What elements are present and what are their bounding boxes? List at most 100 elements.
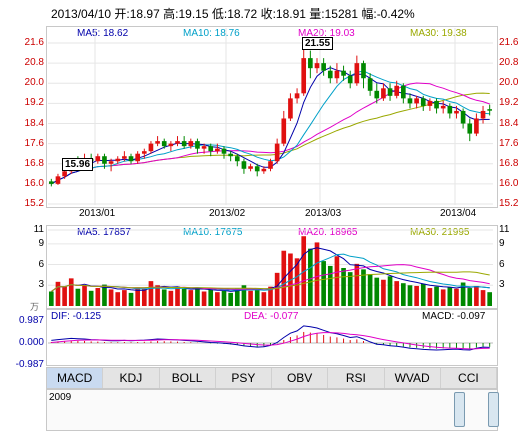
candle-body (135, 153, 140, 162)
candle-body (201, 146, 207, 149)
volume-bar (440, 289, 446, 306)
candle-body (261, 168, 267, 172)
macd-dif-legend: DIF: -0.125 (51, 311, 102, 322)
kline-right-tick: 16.0 (499, 177, 519, 189)
volume-bar (195, 288, 200, 306)
volume-bar (95, 288, 101, 306)
volume-bar (155, 285, 160, 306)
volume-bar (102, 284, 107, 306)
volume-bar (367, 274, 373, 306)
candle-body (48, 181, 54, 184)
kline-panel[interactable]: MA5: 18.62 MA10: 18.76 MA20: 19.03 MA30:… (46, 26, 498, 208)
candle-body (314, 63, 320, 69)
volume-bar (181, 288, 187, 306)
volume-bar (294, 258, 300, 306)
candle-body (188, 141, 194, 147)
tab-rsi[interactable]: RSI (328, 368, 385, 388)
tab-kdj[interactable]: KDJ (103, 368, 160, 388)
volume-ma20-legend: MA20: 18965 (298, 227, 358, 238)
low-value: 18.72 (227, 7, 258, 21)
volume-label: 量: (309, 7, 325, 21)
kline-ma20-legend: MA20: 19.03 (298, 28, 355, 39)
volume-bar (201, 291, 207, 306)
volume-bar (341, 268, 346, 306)
candle-body (487, 109, 493, 111)
candle-body (301, 58, 307, 94)
open-label: 开: (114, 7, 130, 21)
candle-body (321, 63, 326, 71)
volume-bar (241, 285, 247, 306)
volume-left-tick: 9 (38, 237, 44, 249)
candle-body (228, 153, 233, 157)
volume-ma30-legend: MA30: 21995 (410, 227, 470, 238)
volume-bar (62, 286, 67, 306)
kline-left-tick: 16.0 (24, 177, 44, 189)
volume-bar (387, 276, 393, 306)
volume-ma10-legend: MA10: 17675 (183, 227, 243, 238)
volume-bar (135, 287, 140, 306)
volume-bar (474, 285, 479, 306)
macd-dea-line (51, 332, 490, 350)
candle-body (268, 161, 273, 169)
tab-boll[interactable]: BOLL (160, 368, 216, 388)
kline-left-tick: 17.6 (24, 137, 44, 149)
candle-body (440, 105, 446, 109)
volume-ma5-legend: MA5: 17857 (77, 227, 131, 238)
candle-body (234, 156, 240, 162)
candle-body (115, 158, 121, 162)
low-price-marker: 15.96 (62, 158, 94, 171)
candle-body (420, 98, 426, 106)
volume-bar (122, 290, 127, 306)
navigator-year-label: 2009 (49, 392, 72, 403)
tab-macd[interactable]: MACD (47, 368, 104, 388)
candle-body (241, 161, 247, 169)
volume-bar (460, 282, 466, 306)
volume-bar (208, 289, 214, 306)
volume-bar (168, 290, 174, 306)
volume-bar (420, 283, 426, 306)
kline-left-tick: 21.6 (24, 37, 44, 49)
volume-bar (381, 279, 386, 306)
volume-unit-label: 万 (30, 302, 40, 312)
candle-body (122, 156, 127, 159)
volume-bar (141, 288, 147, 306)
time-navigator[interactable]: 2009 (46, 389, 498, 431)
kline-ma30-legend: MA30: 19.38 (410, 28, 467, 39)
volume-bar (480, 290, 486, 306)
volume-bar (88, 290, 94, 306)
candle-body (460, 110, 466, 124)
volume-ma-line (51, 271, 490, 292)
candle-body (334, 70, 340, 79)
navigator-right-handle[interactable] (488, 392, 499, 427)
tab-cci[interactable]: CCI (441, 368, 497, 388)
navigator-left-handle[interactable] (454, 392, 465, 427)
candle-body (141, 151, 147, 154)
candle-body (407, 98, 413, 104)
kline-right-tick: 15.2 (499, 198, 519, 209)
tab-obv[interactable]: OBV (272, 368, 329, 388)
candle-body (248, 166, 253, 169)
tab-wvad[interactable]: WVAD (385, 368, 441, 388)
candle-body (327, 70, 333, 79)
volume-bar (248, 290, 253, 306)
volume-bar (321, 261, 326, 306)
volume-bar (354, 263, 360, 306)
close-value: 18.91 (275, 7, 306, 21)
volume-bar (115, 292, 121, 306)
close-label: 收: (260, 7, 276, 21)
candle-body (95, 156, 101, 162)
volume-bar (414, 285, 419, 306)
change-value: -0.42% (376, 7, 415, 21)
kline-right-tick: 20.8 (499, 57, 519, 69)
kline-left-tick: 18.4 (24, 117, 44, 129)
kline-left-tick: 15.2 (24, 198, 44, 209)
macd-panel[interactable]: DIF: -0.125 DEA: -0.077 MACD: -0.097 (46, 309, 498, 366)
kline-right-tick: 19.2 (499, 97, 519, 109)
volume-right-tick: 3 (499, 279, 505, 291)
volume-bar (487, 292, 493, 306)
candle-body (347, 75, 353, 84)
tab-psy[interactable]: PSY (216, 368, 272, 388)
date-label-feb: 2013/02 (209, 208, 246, 219)
volume-left-tick: 3 (38, 279, 44, 291)
candle-body (361, 63, 366, 79)
